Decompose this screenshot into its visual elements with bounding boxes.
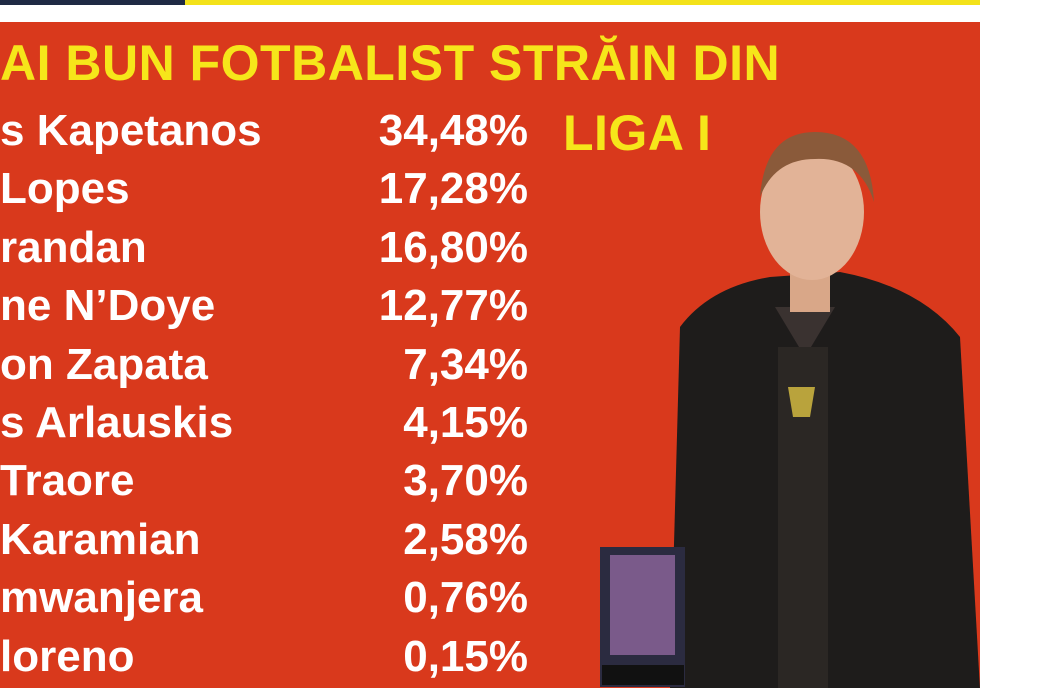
player-name: randan (0, 222, 147, 272)
title: AI BUN FOTBALIST STRĂIN DIN (0, 35, 781, 91)
vote-percent: 12,77% (378, 281, 528, 331)
player-name: Traore (0, 456, 135, 506)
vote-percent: 2,58% (403, 514, 528, 564)
vote-percent: 0,76% (403, 573, 528, 623)
photo (600, 132, 980, 688)
player-name: Karamian (0, 514, 201, 564)
top-strip (185, 0, 980, 5)
player-name: mwanjera (0, 573, 203, 623)
vote-percent: 3,70% (403, 456, 528, 506)
vote-percent: 34,48% (378, 106, 528, 155)
player-name: on Zapata (0, 339, 208, 389)
panel: AI BUN FOTBALIST STRĂIN DIN LIGA I s Kap… (0, 22, 980, 688)
vote-percent: 16,80% (378, 222, 528, 272)
vote-percent: 7,34% (403, 339, 528, 389)
vote-percent: 4,15% (403, 398, 528, 447)
player-name: s Arlauskis (0, 398, 234, 447)
player-name: Lopes (0, 164, 130, 214)
vote-percent: 0,15% (403, 631, 528, 681)
vote-percent: 17,28% (378, 164, 528, 214)
player-name: loreno (0, 631, 135, 681)
player-name: ne N’Doye (0, 281, 216, 331)
player-name: s Kapetanos (0, 106, 262, 155)
top-strip (0, 0, 185, 5)
title: LIGA I (563, 105, 712, 161)
